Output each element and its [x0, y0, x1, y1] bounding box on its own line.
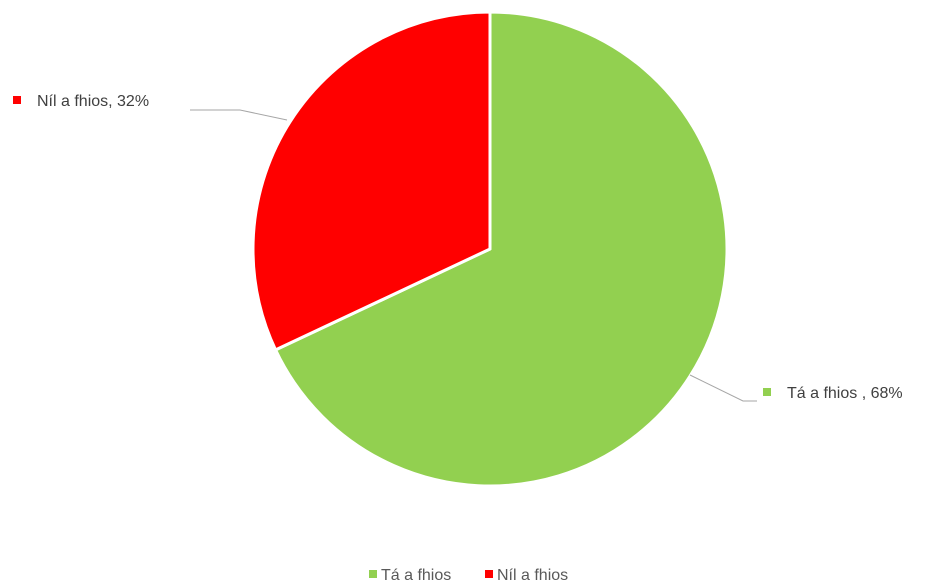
- legend: Tá a fhios Níl a fhios: [369, 567, 568, 584]
- legend-item-ta-a-fhios: Tá a fhios: [369, 567, 451, 584]
- legend-swatch-ta-a-fhios: [369, 570, 377, 578]
- data-label-key-ta-a-fhios: [763, 388, 771, 396]
- legend-item-nil-a-fhios: Níl a fhios: [485, 567, 568, 584]
- legend-label-nil-a-fhios: Níl a fhios: [497, 567, 568, 584]
- data-label-nil-a-fhios: Níl a fhios, 32%: [13, 93, 149, 110]
- pie-slice-nil-a-fhios: [251, 10, 492, 352]
- leader-line-nil-a-fhios: [190, 109, 288, 121]
- legend-swatch-nil-a-fhios: [485, 570, 493, 578]
- data-label-text-nil-a-fhios: Níl a fhios, 32%: [37, 93, 149, 110]
- data-label-text-ta-a-fhios: Tá a fhios , 68%: [787, 385, 903, 402]
- leader-line-ta-a-fhios: [689, 374, 757, 402]
- leader-lines: [190, 109, 757, 402]
- pie-slices: [251, 10, 729, 488]
- data-label-key-nil-a-fhios: [13, 96, 21, 104]
- pie-slice-ta-a-fhios: [274, 10, 729, 488]
- data-label-ta-a-fhios: Tá a fhios , 68%: [763, 385, 903, 402]
- legend-label-ta-a-fhios: Tá a fhios: [381, 567, 451, 584]
